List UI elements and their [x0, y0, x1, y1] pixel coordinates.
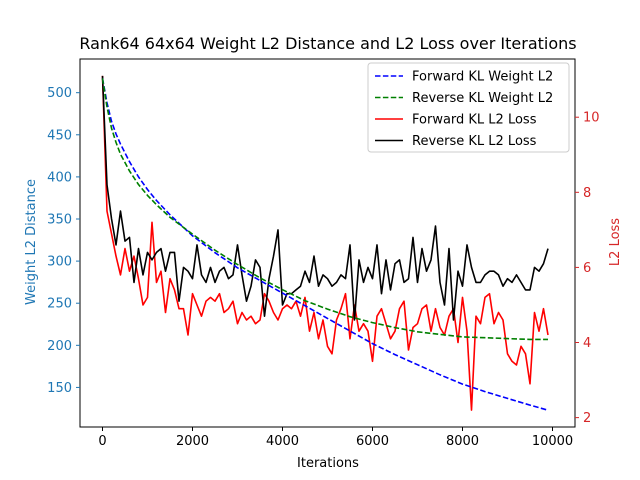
y-right-tick-label: 6	[583, 261, 591, 276]
y-left-axis-title: Weight L2 Distance	[24, 179, 39, 305]
x-axis-title: Iterations	[297, 456, 359, 471]
legend-label: Reverse KL L2 Loss	[412, 134, 537, 149]
legend: Forward KL Weight L2 Reverse KL Weight L2…	[367, 62, 570, 153]
y-right-tick-label: 10	[583, 111, 600, 126]
x-tick-label: 0	[98, 434, 106, 449]
y-right-tick-label: 2	[583, 411, 591, 426]
axes-frame	[79, 58, 576, 428]
x-tick-label: 2000	[176, 434, 209, 449]
series-line-forward-kl-weight-l2	[101, 78, 549, 411]
y-left-tick-label: 250	[47, 297, 72, 312]
legend-label: Forward KL L2 Loss	[412, 113, 537, 128]
y-right-axis-title: L2 Loss	[608, 218, 623, 266]
series-line-reverse-kl-l2-loss	[101, 75, 549, 321]
y-right-tick-label: 4	[583, 336, 591, 351]
chart-title: Rank64 64x64 Weight L2 Distance and L2 L…	[79, 34, 576, 53]
x-tick-label: 10000	[532, 434, 573, 449]
y-left-tick-label: 300	[47, 255, 72, 270]
series-line-reverse-kl-weight-l2	[101, 78, 548, 341]
y-left-tick-label: 400	[47, 170, 72, 185]
x-tick-label: 4000	[266, 434, 299, 449]
x-tick-label: 8000	[446, 434, 479, 449]
legend-label: Forward KL Weight L2	[412, 70, 553, 85]
legend-label: Reverse KL Weight L2	[412, 91, 553, 106]
y-left-tick-label: 150	[47, 381, 72, 396]
y-left-tick-label: 350	[47, 213, 72, 228]
y-left-tick-label: 500	[47, 86, 72, 101]
y-left-tick-label: 450	[47, 128, 72, 143]
y-right-tick-label: 8	[583, 186, 591, 201]
plot-area	[101, 75, 549, 411]
axes	[79, 58, 576, 428]
ticks: 0 2000 4000 6000 8000 10000 150 200 250 300 350 400…	[47, 86, 599, 449]
legend-box	[367, 62, 570, 153]
x-tick-label: 6000	[356, 434, 389, 449]
y-left-tick-label: 200	[47, 339, 72, 354]
series-line-forward-kl-l2-loss	[101, 75, 549, 411]
